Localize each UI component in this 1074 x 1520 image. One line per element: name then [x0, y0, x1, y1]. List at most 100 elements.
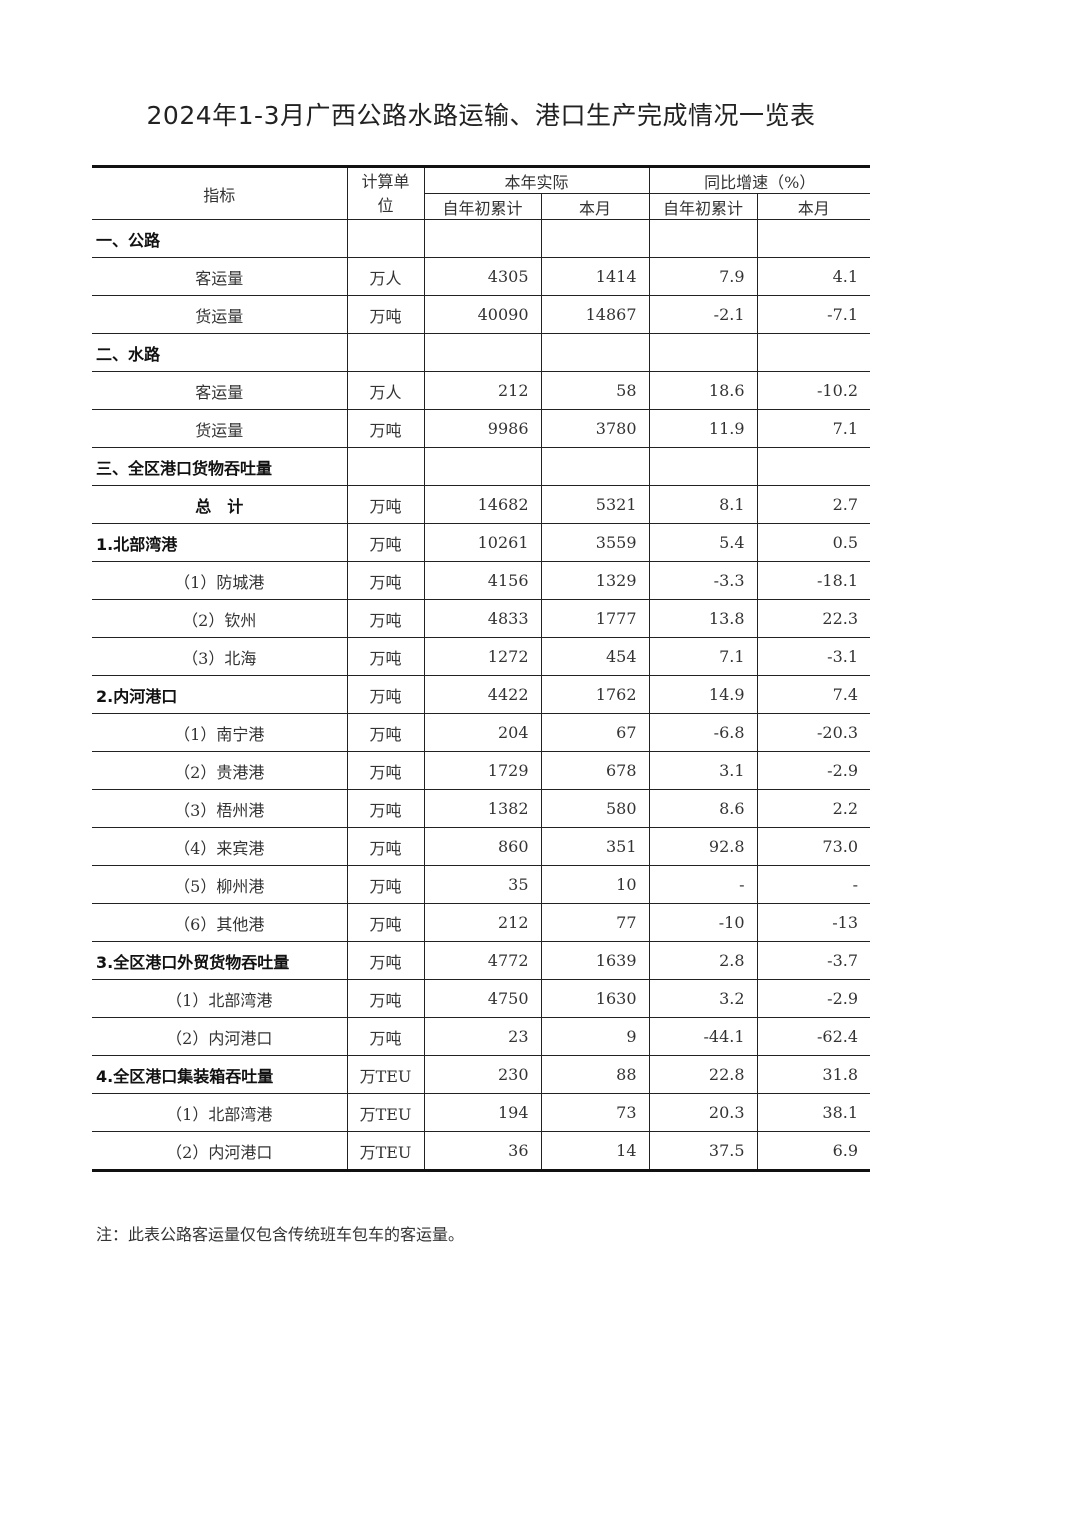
cumulative-growth: 8.6 — [648, 789, 758, 828]
month-growth: 2.2 — [756, 789, 871, 828]
unit-cell — [346, 447, 425, 486]
month-value: 58 — [540, 371, 650, 410]
month-value: 1414 — [540, 257, 650, 296]
page-title: 2024年1-3月广西公路水路运输、港口生产完成情况一览表 — [146, 101, 816, 130]
cumulative-growth: - — [648, 865, 758, 904]
header-month-pct: 本月 — [756, 193, 871, 220]
row-label: 客运量 — [92, 371, 348, 410]
month-growth: -13 — [756, 903, 871, 942]
month-growth — [756, 333, 871, 372]
cumulative-value: 212 — [423, 371, 542, 410]
table-row: （3）北海 万吨 1272 454 7.1 -3.1 — [92, 637, 871, 676]
month-value — [540, 333, 650, 372]
row-label: 货运量 — [92, 409, 348, 448]
row-label: （4）来宾港 — [92, 827, 348, 866]
cumulative-value: 10261 — [423, 523, 542, 562]
table-row: 总 计万吨 14682 5321 8.1 2.7 — [92, 485, 871, 524]
unit-cell: 万吨 — [346, 865, 425, 904]
cumulative-growth: -10 — [648, 903, 758, 942]
unit-cell: 万吨 — [346, 751, 425, 790]
row-label: （1）北部湾港 — [92, 979, 348, 1018]
table-row: （1）北部湾港 万吨 4750 1630 3.2 -2.9 — [92, 979, 871, 1018]
month-value: 1777 — [540, 599, 650, 638]
row-label: （2）钦州 — [92, 599, 348, 638]
row-label: （2）内河港口 — [92, 1131, 348, 1171]
cumulative-value: 860 — [423, 827, 542, 866]
row-label: （5）柳州港 — [92, 865, 348, 904]
table-row: （2）内河港口 万TEU 36 14 37.5 6.9 — [92, 1131, 871, 1171]
cumulative-growth: -44.1 — [648, 1017, 758, 1056]
unit-cell: 万吨 — [346, 523, 425, 562]
month-value: 454 — [540, 637, 650, 676]
table-row: （1）北部湾港 万TEU 194 73 20.3 38.1 — [92, 1093, 871, 1132]
unit-cell: 万吨 — [346, 941, 425, 980]
cumulative-value: 14682 — [423, 485, 542, 524]
month-value: 14 — [540, 1131, 650, 1171]
row-label: （1）北部湾港 — [92, 1093, 348, 1132]
cumulative-growth: 92.8 — [648, 827, 758, 866]
unit-cell: 万吨 — [346, 409, 425, 448]
month-growth: 31.8 — [756, 1055, 871, 1094]
row-label: 货运量 — [92, 295, 348, 334]
cumulative-value: 35 — [423, 865, 542, 904]
month-value: 73 — [540, 1093, 650, 1132]
unit-cell: 万吨 — [346, 295, 425, 334]
cumulative-value: 1729 — [423, 751, 542, 790]
table-row: 1.北部湾港 万吨 10261 3559 5.4 0.5 — [92, 523, 871, 562]
row-label: （6）其他港 — [92, 903, 348, 942]
cumulative-growth: 11.9 — [648, 409, 758, 448]
cumulative-growth — [648, 333, 758, 372]
row-label: （2）贵港港 — [92, 751, 348, 790]
month-growth: -18.1 — [756, 561, 871, 600]
cumulative-value: 4156 — [423, 561, 542, 600]
cumulative-value: 212 — [423, 903, 542, 942]
unit-cell: 万吨 — [346, 903, 425, 942]
cumulative-growth: 14.9 — [648, 675, 758, 714]
table-row: （5）柳州港 万吨 35 10- - — [92, 865, 871, 904]
unit-cell: 万吨 — [346, 713, 425, 752]
month-growth: 73.0 — [756, 827, 871, 866]
row-label: 1.北部湾港 — [92, 523, 348, 562]
month-growth: 0.5 — [756, 523, 871, 562]
month-value: 3780 — [540, 409, 650, 448]
month-growth: -10.2 — [756, 371, 871, 410]
footnote: 注：此表公路客运量仅包含传统班车包车的客运量。 — [96, 1225, 465, 1244]
header-growth: 同比增速（%） — [648, 166, 871, 194]
header-row: 指标 计算单位 本年实际 同比增速（%） — [92, 166, 871, 220]
month-value: 5321 — [540, 485, 650, 524]
table-row: 4.全区港口集装箱吞吐量 万TEU 230 88 22.8 31.8 — [92, 1055, 871, 1094]
row-label: 2.内河港口 — [92, 675, 348, 714]
cumulative-growth: 2.8 — [648, 941, 758, 980]
cumulative-value — [423, 219, 542, 258]
table-row: （6）其他港 万吨 212 77 -10 -13 — [92, 903, 871, 942]
cumulative-growth: 18.6 — [648, 371, 758, 410]
cumulative-value: 36 — [423, 1131, 542, 1171]
cumulative-value — [423, 333, 542, 372]
cumulative-growth: -6.8 — [648, 713, 758, 752]
cumulative-value: 40090 — [423, 295, 542, 334]
table-row: 三、全区港口货物吞吐量 — [92, 447, 871, 486]
cumulative-value: 4772 — [423, 941, 542, 980]
cumulative-growth: 7.9 — [648, 257, 758, 296]
cumulative-value: 4422 — [423, 675, 542, 714]
month-growth: -2.9 — [756, 979, 871, 1018]
header-actual: 本年实际 — [423, 166, 650, 194]
table-row: 一、公路 — [92, 219, 871, 258]
cumulative-value: 9986 — [423, 409, 542, 448]
header-unit: 计算单位 — [346, 166, 425, 220]
cumulative-growth: 5.4 — [648, 523, 758, 562]
month-value: 580 — [540, 789, 650, 828]
table-row: （2）内河港口 万吨 23 9 -44.1 -62.4 — [92, 1017, 871, 1056]
month-growth: -7.1 — [756, 295, 871, 334]
row-label: 一、公路 — [92, 219, 348, 258]
cumulative-value: 1272 — [423, 637, 542, 676]
month-value: 10 — [540, 865, 650, 904]
row-label: （1）防城港 — [92, 561, 348, 600]
row-label: 3.全区港口外贸货物吞吐量 — [92, 941, 348, 980]
month-growth: 7.4 — [756, 675, 871, 714]
row-label: （2）内河港口 — [92, 1017, 348, 1056]
month-growth: 38.1 — [756, 1093, 871, 1132]
row-label: （1）南宁港 — [92, 713, 348, 752]
month-growth — [756, 447, 871, 486]
statistics-table: 指标 计算单位 本年实际 同比增速（%） 自年初累计 本月 自年初累计 本月 一… — [92, 165, 871, 1172]
